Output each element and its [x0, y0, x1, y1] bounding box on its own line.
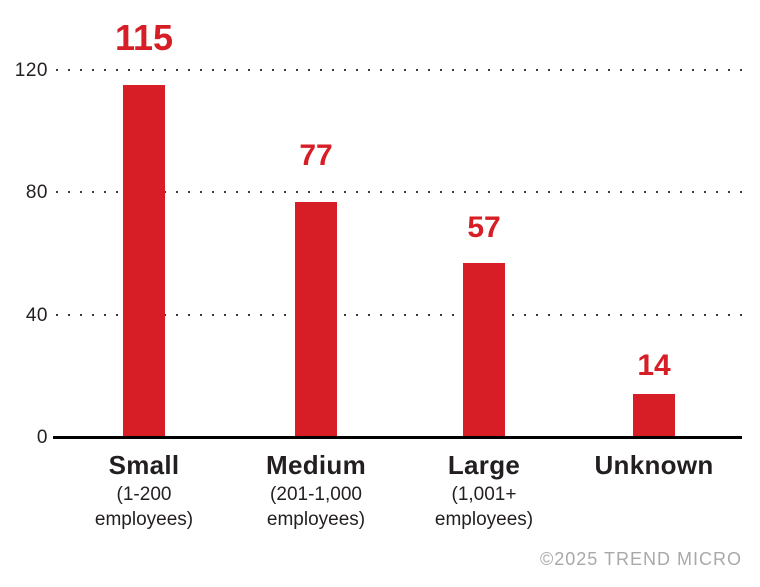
gridline-40: [56, 313, 746, 316]
x-axis-label-large: Large (1,001+ employees): [374, 451, 594, 532]
category-name-small: Small: [108, 450, 180, 480]
bar-value-label-unknown: 14: [637, 349, 671, 382]
y-axis-tick-label-0: 0: [36, 427, 48, 448]
bar-small: [123, 85, 165, 437]
bar-value-label-small: 115: [114, 17, 174, 58]
category-name-medium: Medium: [265, 450, 367, 480]
x-axis-label-unknown: Unknown: [544, 451, 760, 479]
category-name-unknown: Unknown: [594, 450, 714, 480]
y-axis-tick-label-80: 80: [25, 182, 48, 204]
bar-unknown: [633, 394, 675, 437]
y-axis-tick-label-120: 120: [14, 60, 48, 81]
bar-value-label-medium: 77: [299, 139, 333, 172]
y-axis-tick-label-40: 40: [25, 304, 48, 326]
category-sublabel-medium: (201-1,000 employees): [266, 484, 366, 530]
category-sublabel-small: (1-200 employees): [94, 484, 194, 530]
bar-value-label-large: 57: [467, 211, 501, 244]
bar-large: [463, 262, 505, 437]
category-sublabel-large: (1,001+ employees): [434, 484, 534, 530]
category-name-large: Large: [447, 450, 521, 480]
gridline-120: [56, 69, 746, 71]
x-axis-label-small: Small (1-200 employees): [34, 451, 254, 532]
x-axis-label-medium: Medium (201-1,000 employees): [206, 451, 426, 532]
gridline-80: [56, 191, 746, 194]
bar-medium: [295, 201, 337, 437]
x-axis-line: [53, 436, 742, 439]
copyright-text: ©2025 TREND MICRO: [540, 549, 742, 569]
